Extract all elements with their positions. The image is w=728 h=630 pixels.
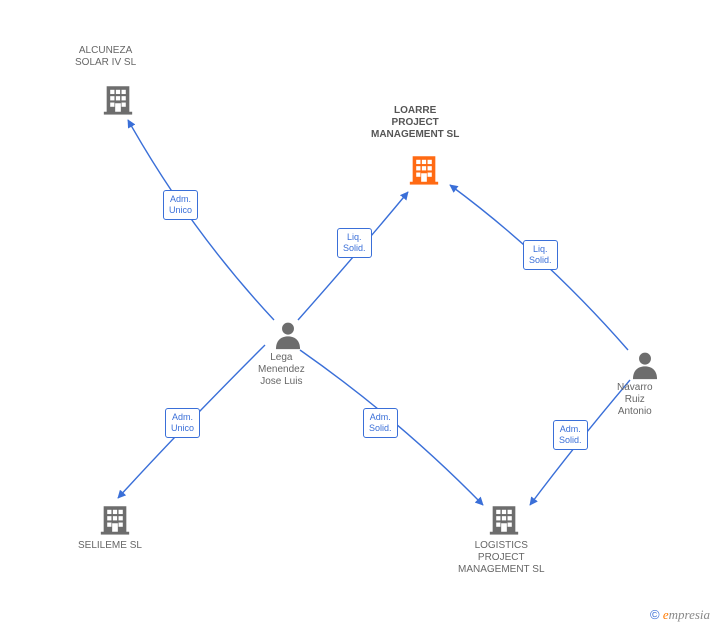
watermark-brand-rest: mpresia [669,607,710,622]
copyright-symbol: © [650,607,660,622]
edge-lega-alcuneza [128,120,274,320]
building-icon-logistics [487,502,521,541]
edge-label-lega-logistics: Adm. Solid. [363,408,398,438]
edge-label-navarro-loarre: Liq. Solid. [523,240,558,270]
building-icon-selileme [98,502,132,541]
building-icon-loarre [407,152,441,191]
edge-label-lega-selileme: Adm. Unico [165,408,200,438]
node-label-lega: Lega Menendez Jose Luis [258,352,305,388]
edge-label-lega-loarre: Liq. Solid. [337,228,372,258]
node-label-selileme: SELILEME SL [78,540,142,552]
watermark: © empresia [650,607,710,623]
node-label-loarre: LOARRE PROJECT MANAGEMENT SL [371,105,459,141]
edge-label-lega-alcuneza: Adm. Unico [163,190,198,220]
edge-label-navarro-logistics: Adm. Solid. [553,420,588,450]
node-label-logistics: LOGISTICS PROJECT MANAGEMENT SL [458,540,545,576]
building-icon-alcuneza [101,82,135,121]
node-label-alcuneza: ALCUNEZA SOLAR IV SL [75,45,136,69]
node-label-navarro: Navarro Ruiz Antonio [617,382,653,418]
